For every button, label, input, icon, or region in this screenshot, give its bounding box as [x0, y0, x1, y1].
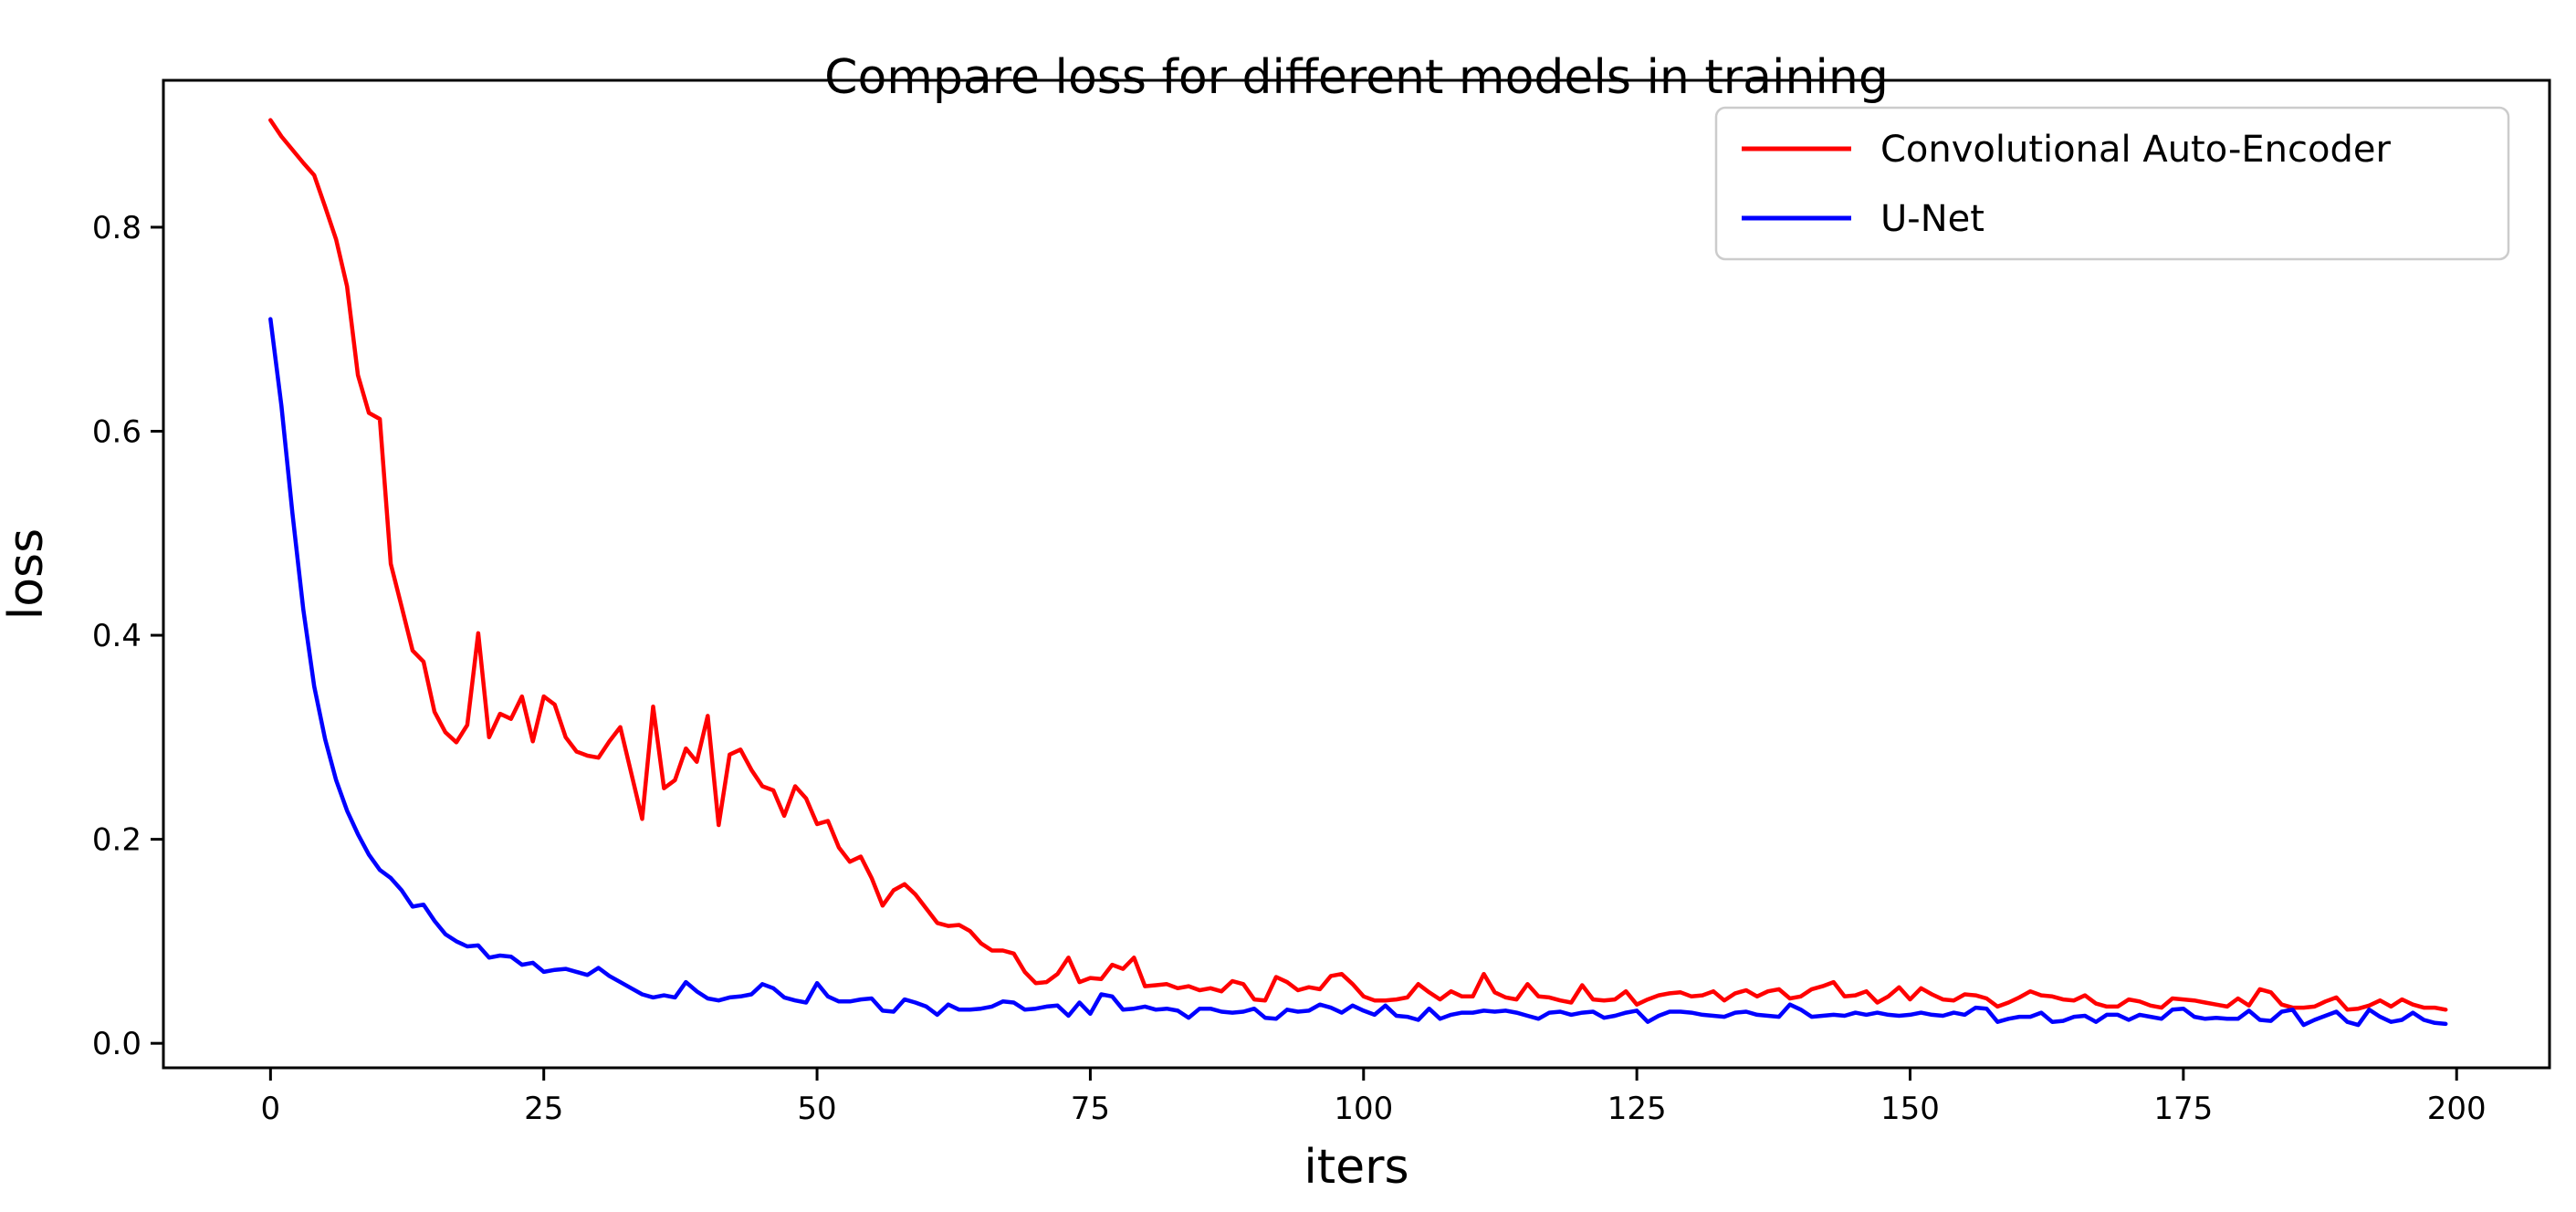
series-line-1	[268, 317, 2448, 1028]
series-lines	[268, 118, 2448, 1028]
y-tick-label: 0.4	[92, 618, 141, 654]
y-axis-label: loss	[0, 528, 54, 620]
x-tick-label: 50	[797, 1091, 836, 1127]
x-tick-label: 100	[1334, 1091, 1393, 1127]
x-axis-label: iters	[1304, 1140, 1408, 1195]
y-tick-label: 0.2	[92, 822, 141, 859]
y-axis-ticks: 0.0 0.2 0.4 0.6 0.8	[92, 210, 163, 1062]
legend-box	[1714, 106, 2510, 261]
x-axis-ticks: 0 25 50 75 100 125 150 175 200	[261, 1068, 2487, 1127]
plot-area	[162, 78, 2551, 1070]
y-tick-label: 0.6	[92, 414, 141, 451]
y-tick-label: 0.8	[92, 210, 141, 246]
legend-label-unet: U-Net	[1880, 198, 1984, 240]
legend-label-cae: Convolutional Auto-Encoder	[1880, 129, 2391, 171]
x-tick-label: 0	[261, 1091, 281, 1127]
x-tick-label: 125	[1607, 1091, 1667, 1127]
legend-item: Convolutional Auto-Encoder	[1742, 129, 2391, 171]
y-tick-label: 0.0	[92, 1026, 141, 1062]
legend-item: U-Net	[1742, 198, 1984, 240]
x-tick-label: 200	[2427, 1091, 2487, 1127]
series-line-0	[268, 118, 2448, 1012]
legend: Convolutional Auto-Encoder U-Net	[1714, 106, 2510, 261]
x-tick-label: 25	[524, 1091, 563, 1127]
x-tick-label: 75	[1071, 1091, 1110, 1127]
x-tick-label: 150	[1880, 1091, 1940, 1127]
x-tick-label: 175	[2153, 1091, 2213, 1127]
chart-title: Compare loss for different models in tra…	[824, 50, 1889, 105]
